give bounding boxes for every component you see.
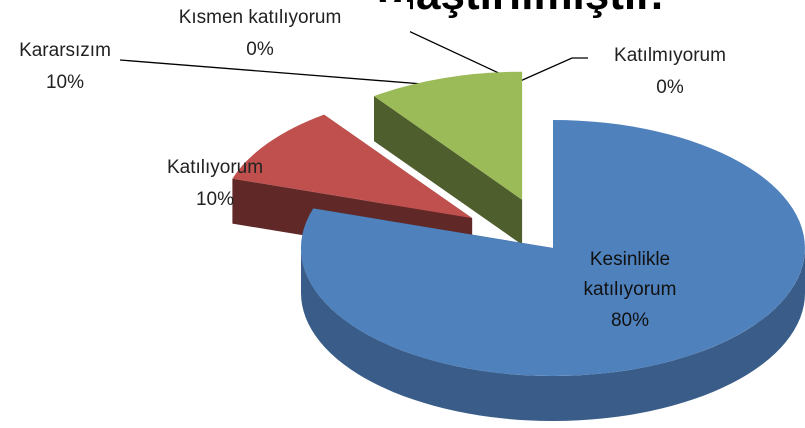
- value-label: 0%: [246, 39, 274, 60]
- data-label: Kararsızım 10%: [0, 35, 165, 99]
- chart-title: ulaştırılmıştır.: [377, 0, 663, 20]
- slice-side: [374, 96, 523, 245]
- category-label: Kesinlikle katılıyorum: [583, 249, 677, 300]
- category-label: Katılıyorum: [166, 157, 264, 178]
- category-label: Kararsızım: [19, 40, 111, 61]
- value-label: 10%: [195, 189, 235, 210]
- leader-line: [517, 57, 588, 83]
- value-label: 10%: [45, 72, 85, 93]
- slice: [232, 114, 473, 219]
- data-label: Kesinlikle katılıyorum 80%: [555, 245, 705, 337]
- data-label: Katılıyorum 10%: [115, 152, 315, 216]
- slice: [374, 71, 523, 200]
- value-label: 80%: [610, 310, 650, 331]
- value-label: 0%: [656, 77, 684, 98]
- data-label: Katılmıyorum 0%: [570, 40, 770, 104]
- slice-rim: [301, 248, 805, 421]
- leader-line: [119, 59, 436, 86]
- data-label: Kısmen katılıyorum 0%: [110, 2, 410, 66]
- slice: [300, 120, 805, 376]
- category-label: Katılmıyorum: [614, 45, 726, 66]
- category-label: Kısmen katılıyorum: [110, 2, 410, 34]
